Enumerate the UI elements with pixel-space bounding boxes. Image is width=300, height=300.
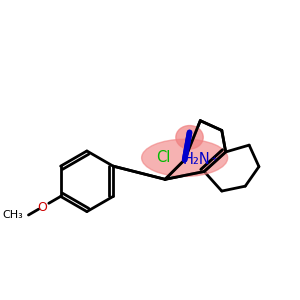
Text: CH₃: CH₃	[3, 210, 24, 220]
Ellipse shape	[176, 126, 203, 149]
Text: Cl: Cl	[156, 150, 170, 165]
Text: O: O	[37, 201, 47, 214]
Ellipse shape	[142, 139, 228, 176]
Text: ⁺: ⁺	[210, 155, 217, 168]
Text: H₂N: H₂N	[183, 152, 210, 167]
